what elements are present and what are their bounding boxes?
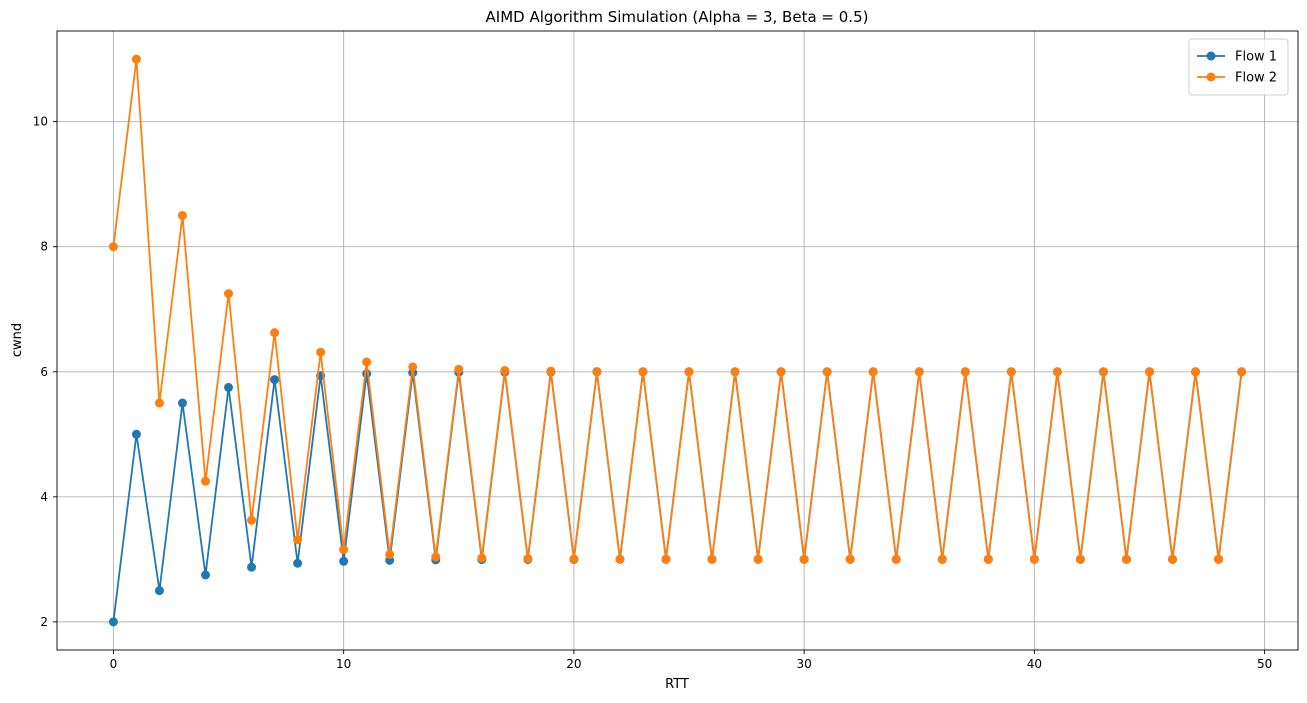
data-point	[983, 554, 993, 564]
chart-title: AIMD Algorithm Simulation (Alpha = 3, Be…	[486, 8, 869, 26]
data-point	[293, 535, 303, 545]
data-point	[108, 242, 118, 252]
data-point	[1029, 554, 1039, 564]
y-tick-label: 6	[40, 365, 48, 379]
data-point	[385, 549, 395, 559]
data-point	[316, 347, 326, 357]
data-point	[730, 367, 740, 377]
y-tick-label: 8	[40, 240, 48, 254]
data-point	[177, 210, 187, 220]
data-point	[1006, 367, 1016, 377]
data-point	[661, 554, 671, 564]
data-point	[569, 554, 579, 564]
legend-label: Flow 1	[1235, 50, 1277, 65]
series-line	[112, 58, 1243, 561]
data-point	[615, 554, 625, 564]
data-point	[1052, 367, 1062, 377]
series-layer	[108, 54, 1247, 627]
data-point	[247, 515, 257, 525]
data-point	[822, 367, 832, 377]
legend-box	[1188, 38, 1289, 96]
legend-marker	[1206, 72, 1216, 82]
series-2	[108, 54, 1247, 564]
data-point	[201, 570, 211, 580]
data-point	[454, 364, 464, 374]
data-point	[707, 554, 717, 564]
data-point	[131, 429, 141, 439]
data-point	[154, 586, 164, 596]
data-point	[339, 556, 349, 566]
y-tick-label: 2	[40, 615, 48, 629]
legend-label: Flow 2	[1235, 71, 1277, 86]
data-point	[1098, 367, 1108, 377]
data-point	[224, 382, 234, 392]
data-point	[638, 367, 648, 377]
data-point	[684, 367, 694, 377]
data-point	[799, 554, 809, 564]
data-point	[1237, 367, 1247, 377]
x-tick-label: 50	[1257, 657, 1272, 671]
data-point	[868, 367, 878, 377]
x-tick-label: 30	[796, 657, 811, 671]
data-point	[224, 289, 234, 299]
data-point	[201, 476, 211, 486]
x-tick-label: 20	[566, 657, 581, 671]
data-point	[914, 367, 924, 377]
data-point	[500, 366, 510, 376]
data-point	[270, 328, 280, 338]
x-tick-label: 10	[336, 657, 351, 671]
data-point	[431, 552, 441, 562]
data-point	[891, 554, 901, 564]
data-point	[937, 554, 947, 564]
legend-marker	[1206, 51, 1216, 61]
x-tick-label: 40	[1027, 657, 1042, 671]
data-point	[592, 366, 602, 376]
data-point	[362, 357, 372, 367]
data-point	[293, 558, 303, 568]
y-tick-label: 4	[40, 490, 48, 504]
data-point	[177, 398, 187, 408]
data-point	[845, 554, 855, 564]
data-point	[1075, 554, 1085, 564]
data-point	[753, 554, 763, 564]
data-point	[362, 369, 372, 379]
tick-layer: 0 10 20 30 40 50 2 4 6 8 10	[33, 115, 1273, 671]
data-point	[1168, 554, 1178, 564]
data-point	[131, 54, 141, 64]
data-point	[1144, 367, 1154, 377]
data-point	[247, 562, 257, 572]
data-point	[1191, 367, 1201, 377]
data-point	[408, 362, 418, 372]
data-point	[1214, 554, 1224, 564]
legend-item: Flow 2	[1197, 71, 1277, 86]
x-axis-label: RTT	[665, 677, 689, 692]
y-axis-label: cwnd	[10, 323, 25, 357]
data-point	[154, 398, 164, 408]
data-point	[477, 553, 487, 563]
x-tick-label: 0	[110, 657, 118, 671]
data-point	[960, 367, 970, 377]
data-point	[108, 617, 118, 627]
data-point	[546, 366, 556, 376]
plot-frame	[56, 30, 1299, 651]
data-point	[1121, 554, 1131, 564]
y-tick-label: 10	[33, 115, 48, 129]
data-point	[523, 554, 533, 564]
legend: Flow 1 Flow 2	[1188, 38, 1289, 96]
data-point	[339, 545, 349, 555]
data-point	[776, 367, 786, 377]
data-point	[270, 375, 280, 385]
grid-layer	[57, 31, 1298, 650]
legend-item: Flow 1	[1197, 50, 1277, 65]
